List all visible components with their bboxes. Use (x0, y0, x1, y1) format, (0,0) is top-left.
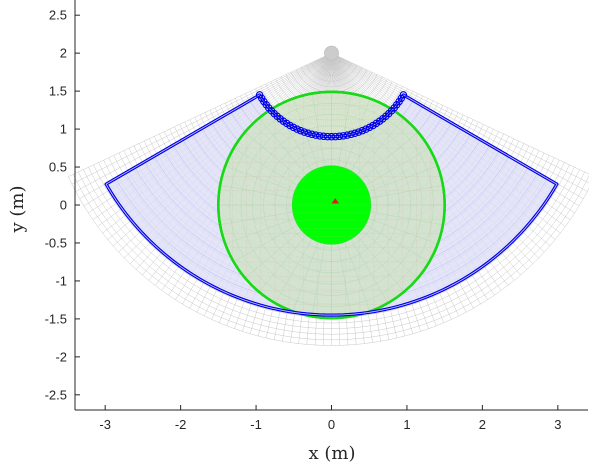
y-tick-label: -1 (55, 273, 67, 288)
y-tick-label: -2 (55, 349, 67, 364)
apex-marker (324, 45, 339, 61)
grid-spoke (331, 52, 589, 184)
blue-marker (331, 132, 340, 141)
grid-spoke (331, 52, 589, 175)
y-tick-label: 1.5 (49, 84, 67, 99)
blue-marker (300, 128, 309, 136)
blue-inner-arc-markers (255, 91, 408, 141)
x-tick-label: 3 (554, 417, 561, 432)
green-disk-mesh (292, 173, 371, 237)
blue-marker (362, 125, 370, 133)
blue-marker (319, 132, 328, 141)
grid-spoke (75, 52, 332, 192)
blue-marker (289, 123, 298, 132)
blue-marker (343, 131, 351, 139)
y-tick-label: -1.5 (45, 311, 67, 326)
grid-spoke (68, 52, 332, 177)
y-axis-label: y (m) (7, 185, 28, 233)
y-tick-label: 2 (60, 46, 67, 61)
blue-marker (308, 130, 316, 139)
y-tick-label: 1 (60, 122, 67, 137)
blue-marker (327, 132, 336, 141)
x-tick-label: 1 (403, 417, 410, 432)
y-tick-label: 0.5 (49, 160, 67, 175)
blue-marker (358, 126, 367, 135)
blue-marker (339, 132, 348, 140)
grid-spoke (331, 52, 588, 192)
blue-marker (315, 132, 324, 140)
blue-marker (354, 128, 363, 136)
x-tick-label: 0 (328, 417, 335, 432)
x-tick-label: -3 (99, 417, 111, 432)
blue-marker (399, 91, 408, 99)
blue-marker (351, 129, 359, 138)
blue-marker (293, 125, 301, 133)
y-tick-label: 2.5 (49, 8, 67, 23)
blue-marker (347, 130, 355, 139)
blue-marker (323, 132, 332, 141)
x-tick-label: 2 (479, 417, 486, 432)
x-tick-label: -2 (175, 417, 187, 432)
blue-marker (304, 129, 312, 138)
y-tick-label: -0.5 (45, 235, 67, 250)
blue-marker (335, 132, 344, 141)
plot-area (68, 45, 589, 346)
y-tick-label: 0 (60, 198, 67, 213)
grid-spoke (71, 52, 332, 185)
axes: -3 -2 -1 0 1 2 3 2.5 2 1.5 1 0.5 0 -0.5 -1 -1.5 -2 -2.5 (45, 0, 588, 432)
x-axis-label: x (m) (309, 443, 356, 464)
y-tick-label: -2.5 (45, 387, 67, 402)
blue-marker (296, 126, 305, 135)
green-circle-outline (217, 90, 446, 320)
blue-marker (312, 131, 320, 139)
center-marker (331, 198, 340, 204)
x-tick-label: -1 (250, 417, 262, 432)
